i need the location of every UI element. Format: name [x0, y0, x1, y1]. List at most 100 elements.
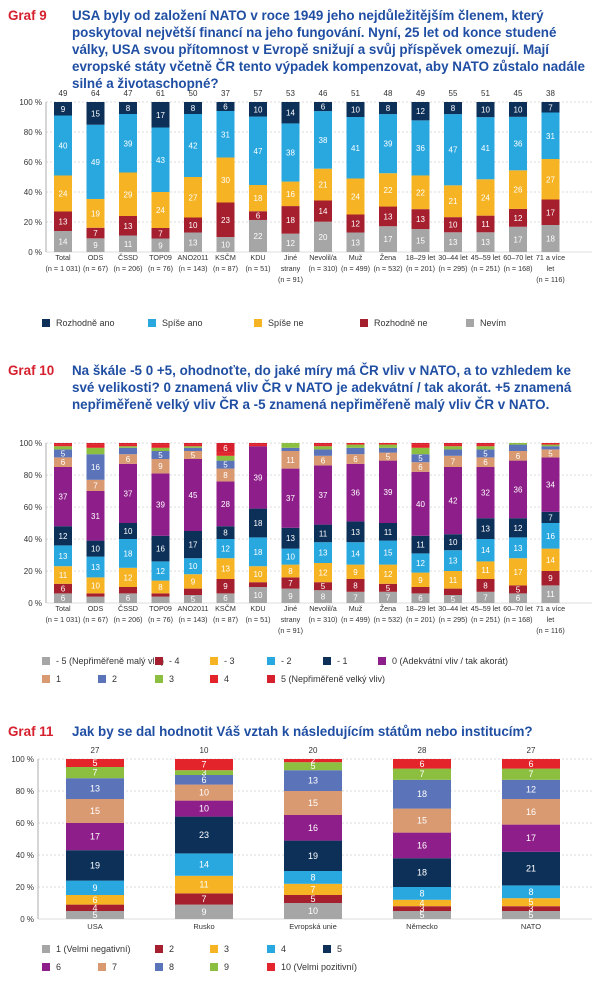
bar-segment-label: 13 [351, 238, 360, 247]
legend-swatch [98, 675, 106, 683]
bar-segment-label: 15 [416, 237, 425, 246]
bar-segment-label: 41 [481, 144, 490, 153]
bar-segment-label: 14 [546, 556, 555, 565]
bar-segment [281, 548, 300, 565]
bar-segment [346, 214, 365, 233]
bar-segment [66, 778, 124, 799]
legend-label: 4 [281, 944, 287, 954]
bar-segment [314, 111, 332, 169]
bar-segment [281, 233, 300, 252]
legend-item: - 2 [267, 656, 292, 666]
bar-segment-label: 18 [124, 549, 133, 558]
bar-segment [216, 579, 235, 594]
bar-segment [119, 447, 137, 455]
bar-segment [541, 523, 560, 549]
bar-segment-label: 11 [59, 571, 68, 580]
bar-segment [249, 102, 267, 117]
x-category-label: 30–44 let (n = 295) [438, 253, 468, 273]
bar-segment [86, 454, 105, 480]
bar-segment-label: 10 [308, 906, 318, 916]
bar-segment [216, 593, 235, 603]
bar-segment-label: 5 [92, 910, 97, 920]
bar-segment-label: 24 [156, 206, 165, 215]
bar-segment-label: 12 [286, 239, 295, 248]
top-total-label: 45 [514, 89, 523, 98]
bar-segment-label: 8 [191, 104, 196, 113]
bar-segment [541, 585, 560, 603]
bar-segment [175, 893, 233, 905]
legend-item: 2 [155, 944, 174, 954]
top-total-label: 50 [189, 89, 198, 98]
bar-segment [509, 226, 527, 252]
bar-segment [411, 454, 430, 463]
bar-segment-label: 5 [92, 758, 97, 768]
top-total-label: 61 [156, 89, 165, 98]
y-tick-label: 0 % [20, 915, 34, 924]
bar-segment [314, 168, 332, 201]
x-category-label: 18–29 let (n = 201) [406, 604, 436, 624]
top-total-label: 27 [91, 746, 100, 755]
bar-segment [54, 115, 72, 176]
bar-segment-label: 15 [417, 816, 427, 826]
top-total-label: 53 [286, 89, 295, 98]
bar-segment [249, 219, 267, 252]
bar-segment-label: 14 [481, 546, 490, 555]
legend-label: 7 [112, 962, 118, 972]
bar-segment-label: 10 [449, 538, 458, 547]
bar-segment-label: 7 [310, 884, 315, 894]
bar-segment-label: 6 [418, 463, 423, 472]
bar-segment [281, 468, 300, 528]
bar-segment [216, 237, 235, 252]
graph-9-chart: 0 % 20 % 40 % 60 % 80 % 100 % 14 13 24 40 9 49 Total… [19, 89, 592, 284]
bar-segment-label: 16 [546, 532, 555, 541]
bar-segment [184, 447, 202, 451]
bar-segment-label: 10 [199, 788, 209, 798]
x-category-label: TOP09 (n = 76) [148, 604, 173, 624]
bar-segment [66, 895, 124, 905]
bar-segment [509, 451, 527, 461]
bar-segment-label: 8 [419, 888, 424, 898]
x-category-label: KDU (n = 51) [246, 253, 271, 273]
bar-segment [411, 593, 430, 603]
legend-label: - 2 [281, 656, 292, 666]
bar-segment [393, 768, 451, 780]
bar-segment [476, 232, 495, 252]
bar-segment [54, 444, 72, 447]
bar-segment [393, 832, 451, 859]
bar-segment [184, 444, 202, 447]
bar-segment [444, 102, 462, 115]
bar-segment [314, 221, 332, 252]
legend-item: 5 [323, 944, 342, 954]
legend-label: 9 [224, 962, 230, 972]
bar-segment [66, 904, 124, 911]
bar-segment [54, 593, 72, 603]
bar-segment-label: 12 [319, 569, 328, 578]
bar-segment-label: 36 [351, 489, 360, 498]
legend-item: - 5 (Nepřiměřeně malý vliv) [42, 656, 164, 666]
legend-label: Rozhodně ano [56, 318, 115, 328]
bar-segment-label: 7 [386, 593, 391, 602]
bar-segment-label: 7 [288, 579, 293, 588]
bar-segment [54, 545, 72, 567]
x-category-label: Evropská unie [289, 922, 337, 931]
bar-segment [411, 535, 430, 554]
legend-item: 3 [210, 944, 229, 954]
bar-segment [444, 595, 462, 603]
legend-item: 5 (Nepřiměřeně velký vliv) [267, 674, 385, 684]
bar-segment [54, 467, 72, 527]
bar-segment-label: 39 [254, 473, 263, 482]
legend-item: 9 [210, 962, 229, 972]
bar-segment [379, 226, 397, 252]
bar-segment [502, 768, 560, 780]
bar-segment-label: 7 [93, 481, 98, 490]
legend-swatch [267, 945, 275, 953]
bar-segment [379, 114, 397, 174]
legend-label: 10 (Velmi pozitivní) [281, 962, 358, 972]
bar-segment [346, 463, 365, 522]
x-category-label: 71 a více let (n = 116) [536, 253, 565, 284]
y-tick-label: 20 % [24, 218, 42, 227]
bar-segment-label: 5 [528, 910, 533, 920]
bar-segment-label: 10 [254, 105, 263, 114]
bar-segment [175, 775, 233, 785]
bar-segment-label: 42 [189, 142, 198, 151]
